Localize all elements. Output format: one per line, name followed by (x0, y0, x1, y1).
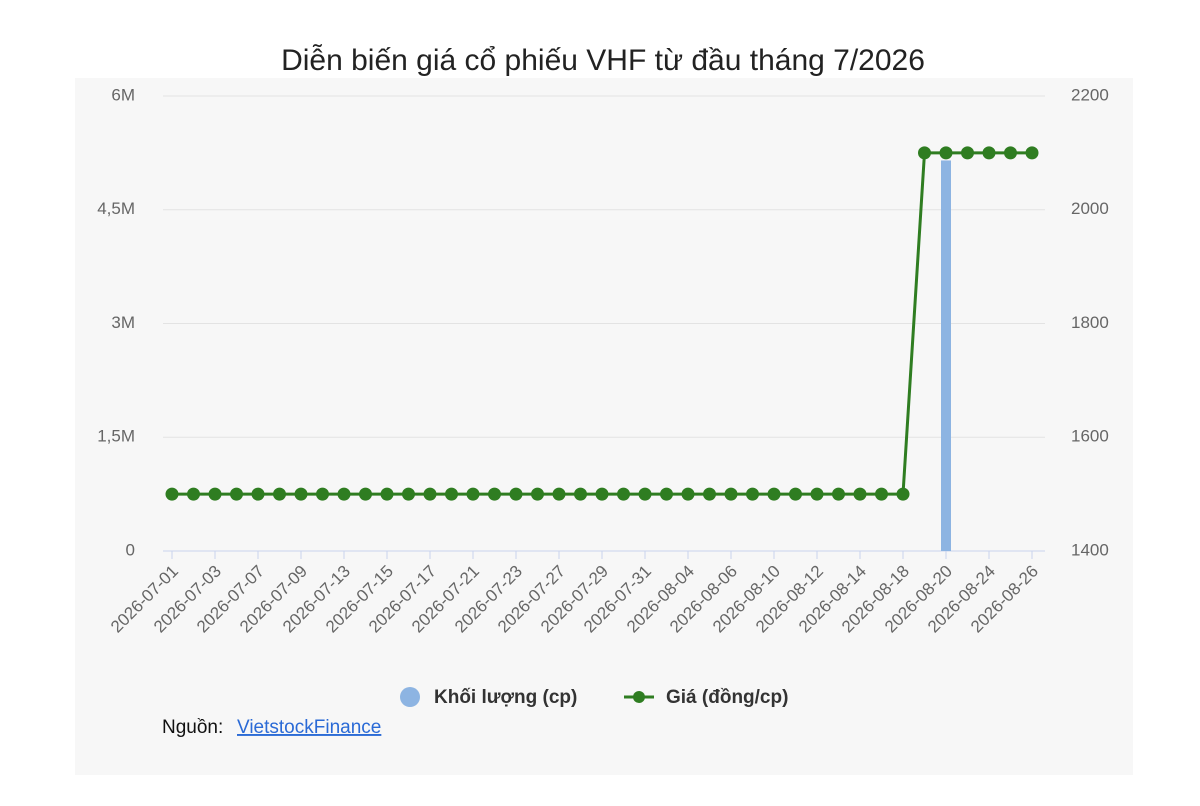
price-dot (617, 487, 630, 501)
bar (941, 160, 951, 552)
chart-title: Diễn biến giá cổ phiếu VHF từ đầu tháng … (281, 44, 925, 77)
price-dot (724, 487, 738, 501)
price-dot (875, 487, 888, 501)
legend-label: Khối lượng (cp) (434, 687, 577, 708)
price-dot (509, 487, 523, 501)
price-dot (445, 487, 458, 501)
price-dot (767, 487, 781, 501)
y2-tick-label: 2000 (1071, 199, 1109, 218)
price-dot (703, 487, 716, 501)
price-dot (1004, 146, 1017, 160)
price-dot (918, 146, 931, 160)
price-dot (187, 487, 200, 501)
y2-tick-label: 2200 (1071, 85, 1109, 104)
y-tick-label: 0 (126, 540, 135, 559)
price-dot (896, 487, 910, 501)
legend-swatch (633, 691, 645, 703)
legend-swatch (400, 687, 420, 707)
y2-tick-label: 1800 (1071, 313, 1109, 332)
y2-tick-label: 1600 (1071, 427, 1109, 446)
price-dot (939, 146, 953, 160)
legend-label: Giá (đồng/cp) (666, 687, 788, 708)
price-dot (853, 487, 867, 501)
price-dot (552, 487, 566, 501)
y-tick-label: 1,5M (97, 427, 135, 446)
price-dot (638, 487, 652, 501)
price-dot (337, 487, 351, 501)
price-dot (273, 487, 286, 501)
price-dot (1025, 146, 1039, 160)
price-dot (660, 487, 673, 501)
price-dot (574, 487, 587, 501)
source-label: Nguồn: (162, 717, 223, 738)
price-dot (294, 487, 308, 501)
source-link[interactable]: VietstockFinance (237, 717, 381, 738)
price-dot (316, 487, 329, 501)
price-dot (746, 487, 759, 501)
price-dot (961, 146, 974, 160)
price-dot (165, 487, 179, 501)
price-dot (832, 487, 845, 501)
price-dot (208, 487, 222, 501)
price-dot (681, 487, 695, 501)
price-dot (251, 487, 265, 501)
price-dot (982, 146, 996, 160)
price-dot (359, 487, 372, 501)
price-dot (466, 487, 480, 501)
price-dot (488, 487, 501, 501)
price-dot (230, 487, 243, 501)
price-dot (402, 487, 415, 501)
price-dot (595, 487, 609, 501)
y2-tick-label: 1400 (1071, 540, 1109, 559)
y-tick-label: 3M (111, 313, 135, 332)
price-dot (789, 487, 802, 501)
panel (75, 78, 1133, 775)
price-dot (810, 487, 824, 501)
price-dot (380, 487, 394, 501)
y-tick-label: 4,5M (97, 199, 135, 218)
price-dot (423, 487, 437, 501)
price-dot (531, 487, 544, 501)
y-tick-label: 6M (111, 85, 135, 104)
